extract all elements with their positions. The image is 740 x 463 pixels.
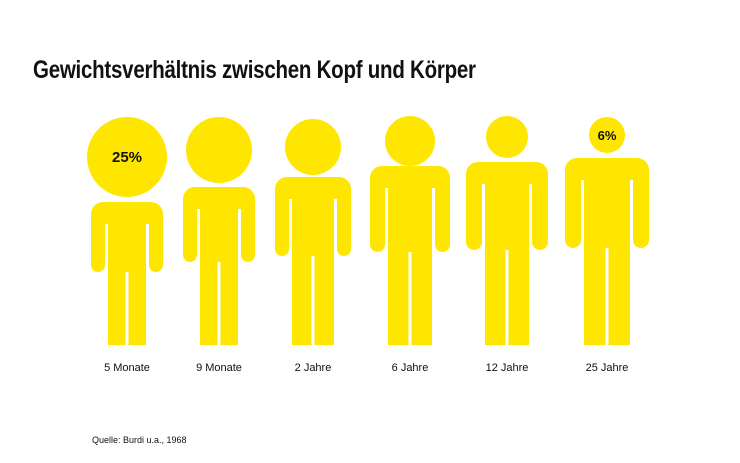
arm-gap [146,224,149,282]
leg-gap [408,252,412,345]
leg-gap [311,256,315,345]
arm-gap [197,209,200,272]
arm-gap [385,188,388,262]
chart-title: Gewichtsverhältnis zwischen Kopf und Kör… [33,56,476,84]
age-label: 12 Jahre [485,362,529,374]
right-arm [337,187,351,256]
head-circle [87,117,167,197]
arm-gap [238,209,241,272]
right-arm [241,197,255,262]
left-arm [370,176,385,252]
age-label: 6 Jahre [391,362,429,374]
age-label: 2 Jahre [294,362,332,374]
head-share-label: 25% [112,149,142,166]
arm-gap [581,180,584,258]
right-arm [149,212,163,272]
head-circle [385,116,435,166]
person-figure [183,117,255,345]
right-arm [532,172,548,250]
person-figure [466,116,548,345]
age-label: 5 Monate [104,362,150,374]
head-share-label: 6% [598,128,617,143]
right-arm [435,176,450,252]
leg-gap [605,248,609,345]
head-circle [285,119,341,175]
left-arm [275,187,289,256]
person-figure [87,117,167,345]
head-circle [486,116,528,158]
left-arm [565,168,581,248]
source-note: Quelle: Burdi u.a., 1968 [92,435,187,445]
age-label: 25 Jahre [585,362,629,374]
person-figure [275,119,351,345]
head-circle [589,117,625,153]
age-label: 9 Monate [196,362,242,374]
head-circle [186,117,252,183]
arm-gap [105,224,108,282]
left-arm [466,172,482,250]
left-arm [91,212,105,272]
leg-gap [217,262,221,345]
arm-gap [432,188,435,262]
person-figure [565,117,649,345]
leg-gap [505,250,509,345]
arm-gap [630,180,633,258]
arm-gap [529,184,532,260]
person-figure [370,116,450,345]
arm-gap [289,199,292,266]
right-arm [633,168,649,248]
arm-gap [334,199,337,266]
arm-gap [482,184,485,260]
left-arm [183,197,197,262]
leg-gap [125,272,129,345]
